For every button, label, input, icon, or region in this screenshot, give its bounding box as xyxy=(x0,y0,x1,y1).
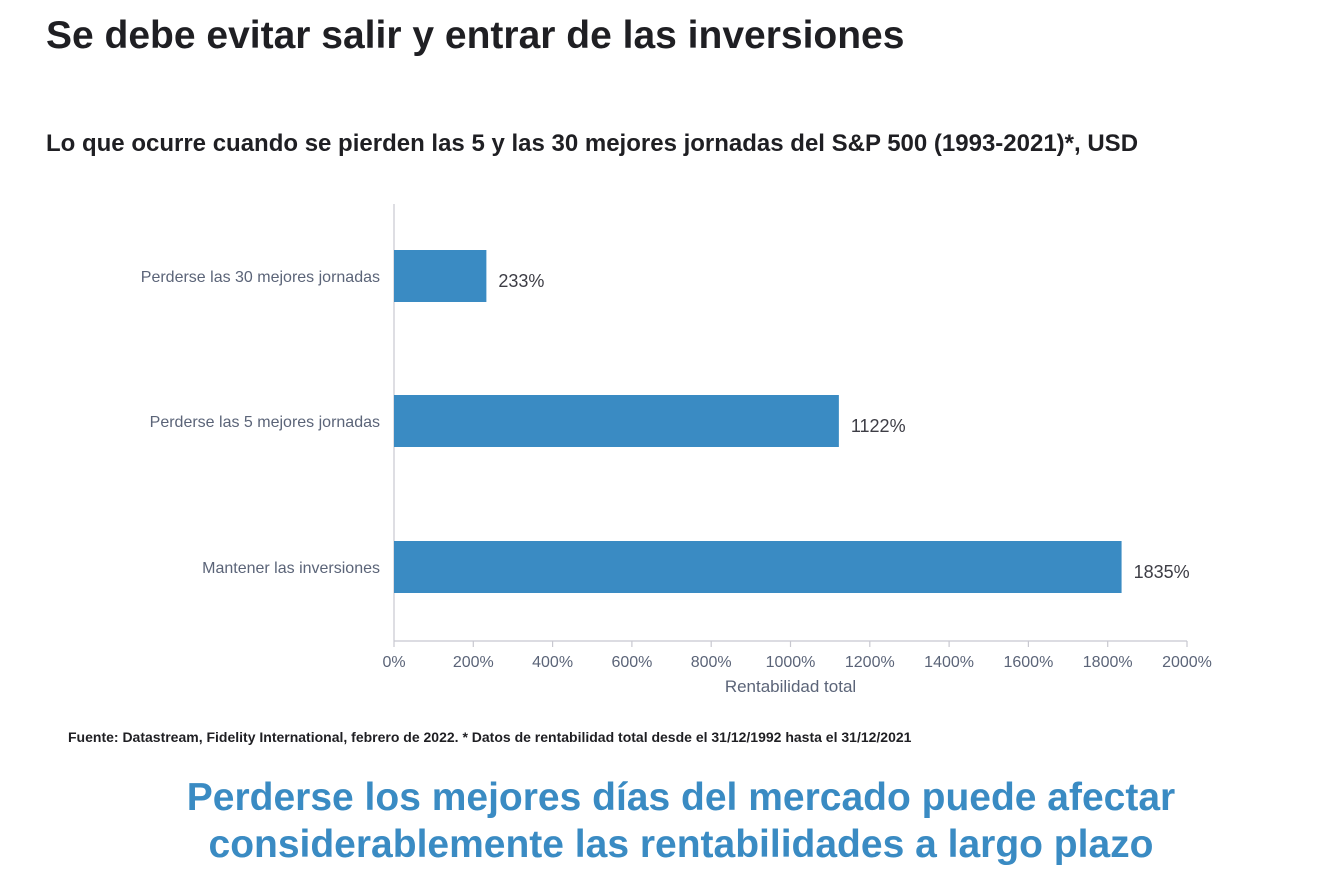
data-label: 1835% xyxy=(1134,562,1190,582)
page-title: Se debe evitar salir y entrar de las inv… xyxy=(46,14,905,57)
x-tick-label: 2000% xyxy=(1162,654,1212,671)
x-tick-label: 400% xyxy=(532,654,573,671)
source-note: Fuente: Datastream, Fidelity Internation… xyxy=(68,729,912,745)
x-tick-label: 1000% xyxy=(766,654,816,671)
chart-title: Lo que ocurre cuando se pierden las 5 y … xyxy=(46,130,1139,157)
bar xyxy=(394,541,1122,593)
x-tick-label: 1400% xyxy=(924,654,974,671)
category-label: Mantener las inversiones xyxy=(202,560,380,577)
conclusion-text: Perderse los mejores días del mercado pu… xyxy=(0,774,1336,868)
x-axis-title: Rentabilidad total xyxy=(725,677,856,696)
bar xyxy=(394,250,487,302)
conclusion-line-1: Perderse los mejores días del mercado pu… xyxy=(186,776,1176,819)
x-tick-label: 200% xyxy=(453,654,494,671)
x-tick-label: 1600% xyxy=(1003,654,1053,671)
x-tick-label: 800% xyxy=(691,654,732,671)
bar xyxy=(394,395,839,447)
x-tick-label: 0% xyxy=(382,654,405,671)
conclusion-line-2: considerablemente las rentabilidades a l… xyxy=(208,823,1154,866)
category-label: Perderse las 30 mejores jornadas xyxy=(141,269,380,286)
category-label: Perderse las 5 mejores jornadas xyxy=(150,414,380,431)
data-label: 1122% xyxy=(851,416,906,436)
bar-chart: 0% 200% 400% 600% 800% 1000% 1200% 1400% 1600% 18… xyxy=(141,204,1212,696)
x-tick-label: 1200% xyxy=(845,654,895,671)
x-tick-label: 600% xyxy=(611,654,652,671)
data-label: 233% xyxy=(498,271,544,291)
x-tick-label: 1800% xyxy=(1083,654,1133,671)
